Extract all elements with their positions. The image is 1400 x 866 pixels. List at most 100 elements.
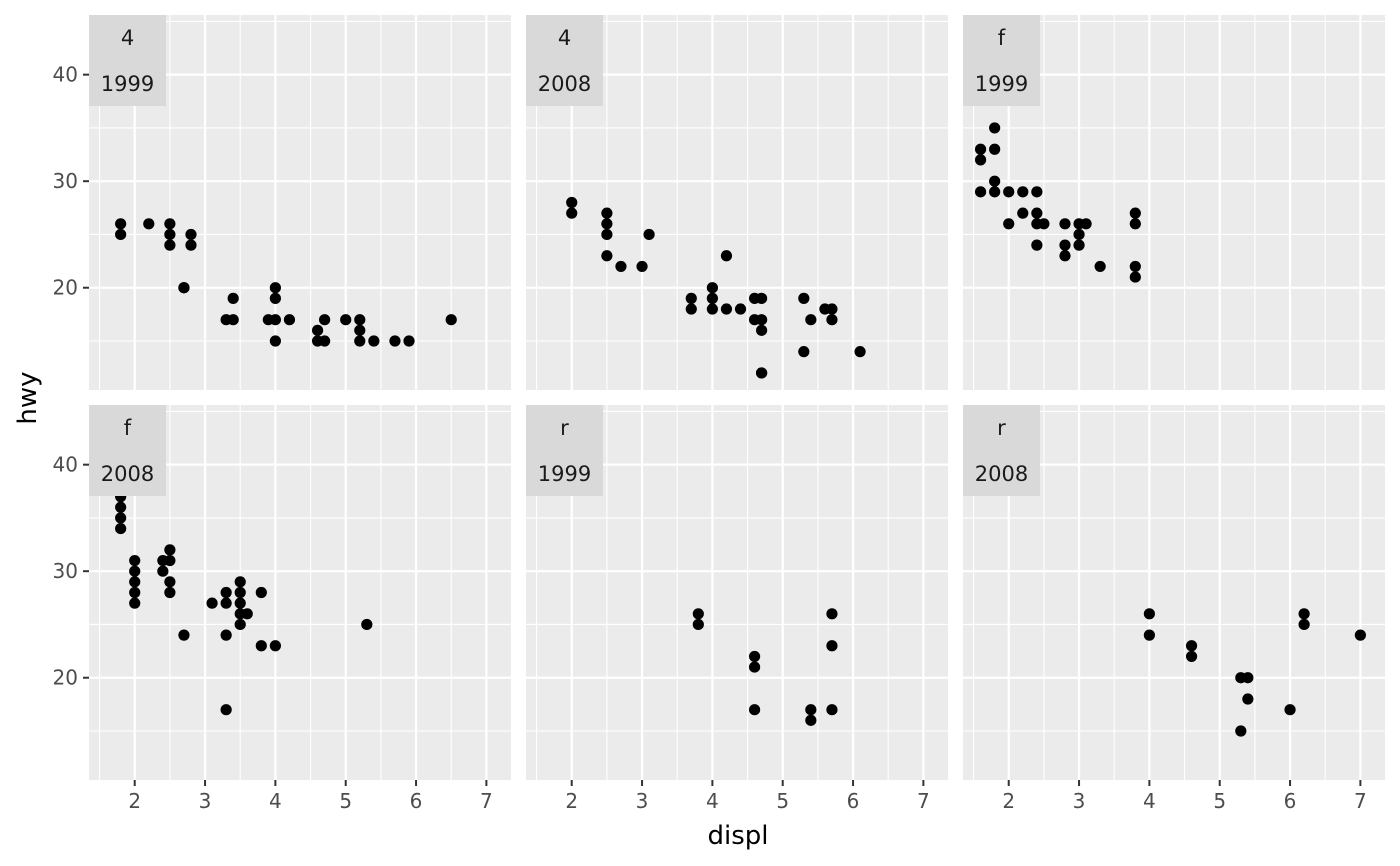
x-tick-label: 4	[706, 789, 719, 813]
data-point	[220, 597, 232, 609]
x-tick-label: 7	[480, 789, 493, 813]
facet-strip	[963, 15, 1040, 106]
facet-strip-drv: r	[560, 416, 569, 440]
data-point	[269, 335, 281, 347]
facet-panel-r-1999: r 1999	[526, 405, 948, 780]
data-point	[115, 218, 127, 230]
data-point	[164, 218, 176, 230]
axes-layer: 20 30 40 20 30 40 2 3 4 5 6 7 2 3 4 5 6 7 2 3 4 5 6 7	[53, 63, 1367, 813]
x-tick-label: 5	[776, 789, 789, 813]
data-point	[601, 228, 613, 241]
data-point	[566, 207, 578, 219]
data-point	[1073, 239, 1085, 251]
data-point	[354, 314, 366, 326]
data-point	[319, 335, 331, 347]
x-tick-label: 6	[410, 789, 423, 813]
data-point	[1235, 725, 1247, 737]
x-tick-label: 3	[636, 789, 649, 813]
y-tick-label: 40	[53, 63, 78, 87]
data-point	[129, 554, 141, 567]
data-point	[269, 640, 281, 652]
data-point	[1129, 260, 1141, 273]
x-tick-label: 5	[1213, 789, 1226, 813]
y-tick-label: 20	[53, 666, 78, 690]
data-point	[269, 292, 281, 304]
data-point	[601, 218, 613, 230]
data-point	[748, 704, 761, 716]
data-point	[1094, 260, 1106, 273]
x-tick-label: 3	[1073, 789, 1086, 813]
data-point	[1031, 239, 1043, 251]
data-point	[1242, 693, 1254, 705]
data-point	[283, 314, 296, 326]
facet-strip-drv: f	[998, 26, 1006, 50]
data-point	[706, 282, 718, 294]
data-point	[756, 324, 768, 336]
facet-strip-drv: 4	[558, 26, 571, 50]
data-point	[989, 122, 1001, 134]
data-point	[826, 704, 838, 716]
data-point	[185, 239, 197, 251]
data-point	[227, 292, 239, 304]
data-point	[129, 597, 141, 609]
data-point	[115, 501, 127, 513]
data-point	[601, 207, 613, 219]
data-point	[340, 314, 352, 326]
data-point	[234, 618, 246, 631]
x-tick-label: 7	[1354, 789, 1367, 813]
data-point	[178, 282, 190, 294]
data-point	[756, 367, 768, 379]
data-point	[826, 640, 838, 652]
facet-panel-4-2008: 4 2008	[526, 15, 948, 390]
data-point	[706, 303, 718, 315]
data-point	[748, 661, 761, 673]
facet-strip	[526, 405, 603, 496]
data-point	[989, 175, 1001, 187]
facet-strip	[963, 405, 1040, 496]
facet-panel-r-2008: r 2008	[963, 405, 1385, 780]
data-point	[854, 346, 866, 358]
y-axis-title: hwy	[13, 371, 43, 424]
data-point	[706, 292, 718, 304]
data-point	[805, 704, 817, 716]
data-point	[1298, 608, 1310, 620]
data-point	[566, 196, 578, 209]
data-point	[403, 335, 415, 347]
x-tick-label: 6	[1284, 789, 1297, 813]
data-point	[1017, 186, 1029, 198]
data-point	[220, 704, 232, 716]
data-point	[974, 154, 987, 166]
data-point	[354, 335, 366, 347]
facet-strip	[89, 405, 166, 496]
data-point	[1143, 629, 1155, 641]
facet-strip	[526, 15, 603, 106]
data-point	[241, 608, 253, 620]
y-tick-label: 30	[53, 559, 78, 583]
data-point	[692, 618, 704, 631]
data-point	[1073, 228, 1085, 241]
y-tick-label: 20	[53, 276, 78, 300]
data-point	[1059, 239, 1071, 251]
data-point	[311, 324, 324, 336]
facet-strip	[89, 15, 166, 106]
data-point	[1129, 218, 1141, 230]
data-point	[748, 650, 761, 663]
facet-strip-drv: r	[997, 416, 1006, 440]
data-point	[164, 554, 176, 567]
data-point	[269, 314, 281, 326]
data-point	[1129, 271, 1141, 283]
data-point	[115, 512, 127, 524]
x-tick-label: 6	[847, 789, 860, 813]
data-point	[164, 544, 176, 556]
data-point	[115, 522, 127, 535]
facet-panel-f-2008: f 2008	[89, 405, 511, 780]
facet-strip-year: 2008	[538, 72, 591, 96]
data-point	[368, 335, 380, 347]
data-point	[1242, 672, 1254, 684]
data-point	[185, 228, 197, 241]
data-point	[1017, 207, 1029, 219]
data-point	[756, 314, 768, 326]
data-point	[720, 303, 733, 315]
data-point	[129, 576, 141, 588]
data-point	[319, 314, 331, 326]
